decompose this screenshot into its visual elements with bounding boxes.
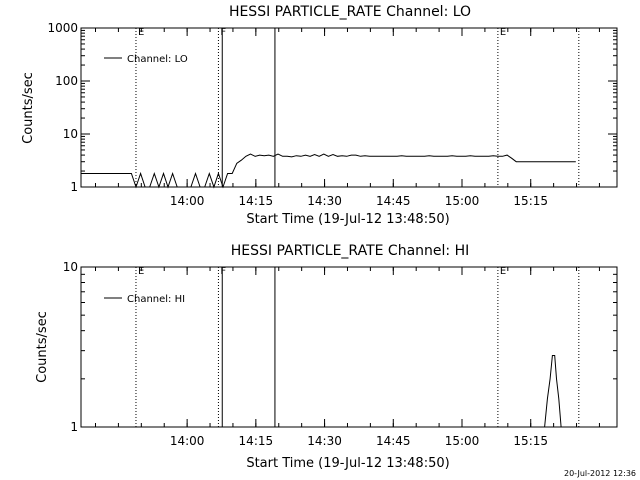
x-tick-label: 14:30: [307, 194, 342, 208]
x-ticks-hi: 14:00 14:15 14:30 14:45 15:00 15:15: [95, 267, 600, 448]
x-tick-label: 15:00: [445, 434, 480, 448]
time-marker-label: E: [138, 27, 144, 38]
legend-lo: Channel: LO: [104, 54, 188, 65]
legend-hi: Channel: HI: [104, 294, 185, 305]
x-tick-label: 14:15: [239, 434, 274, 448]
x-tick-label: 14:00: [170, 194, 205, 208]
time-marker-label: E: [500, 266, 506, 277]
panel-hi: HESSI PARTICLE_RATE Channel: HI Counts/s…: [35, 243, 618, 471]
panel-lo: HESSI PARTICLE_RATE Channel: LO Counts/s…: [21, 4, 618, 227]
y-tick-label: 1: [70, 420, 78, 434]
x-tick-label: 15:00: [445, 194, 480, 208]
y-tick-label: 10: [63, 127, 78, 141]
x-tick-label: 14:15: [239, 194, 274, 208]
x-tick-label: 15:15: [513, 194, 548, 208]
time-marker-label: F: [220, 27, 226, 38]
x-tick-label: 15:15: [513, 434, 548, 448]
ylabel-hi: Counts/sec: [35, 311, 50, 383]
series-line-hi: [81, 355, 576, 428]
x-tick-label: 14:00: [170, 434, 205, 448]
y-ticks-lo: 1 10 100 1000: [47, 21, 617, 194]
time-marker-label: F: [220, 266, 226, 277]
y-tick-label: 1: [70, 180, 78, 194]
plot-frame-hi: [80, 266, 618, 428]
legend-label-lo: Channel: LO: [127, 54, 188, 65]
xlabel-lo: Start Time (19-Jul-12 13:48:50): [246, 212, 449, 227]
x-tick-label: 14:45: [376, 434, 411, 448]
chart-title-lo: HESSI PARTICLE_RATE Channel: LO: [229, 4, 471, 20]
time-marker-label: E: [138, 266, 144, 277]
series-line-lo: [81, 153, 576, 189]
time-marker-label: E: [500, 27, 506, 38]
x-tick-label: 14:45: [376, 194, 411, 208]
chart-title-hi: HESSI PARTICLE_RATE Channel: HI: [231, 243, 469, 259]
y-ticks-hi: 1 10: [63, 260, 617, 434]
x-ticks-lo: 14:00 14:15 14:30 14:45 15:00 15:15: [95, 28, 600, 208]
y-tick-label: 10: [63, 260, 78, 274]
x-tick-label: 14:30: [307, 434, 342, 448]
xlabel-hi: Start Time (19-Jul-12 13:48:50): [246, 456, 449, 471]
y-tick-label: 1000: [47, 21, 78, 35]
legend-label-hi: Channel: HI: [127, 294, 185, 305]
y-tick-label: 100: [55, 74, 78, 88]
plot-frame-lo: [80, 27, 618, 188]
ylabel-lo: Counts/sec: [21, 72, 36, 144]
footer-timestamp: 20-Jul-2012 12:36: [564, 469, 636, 478]
